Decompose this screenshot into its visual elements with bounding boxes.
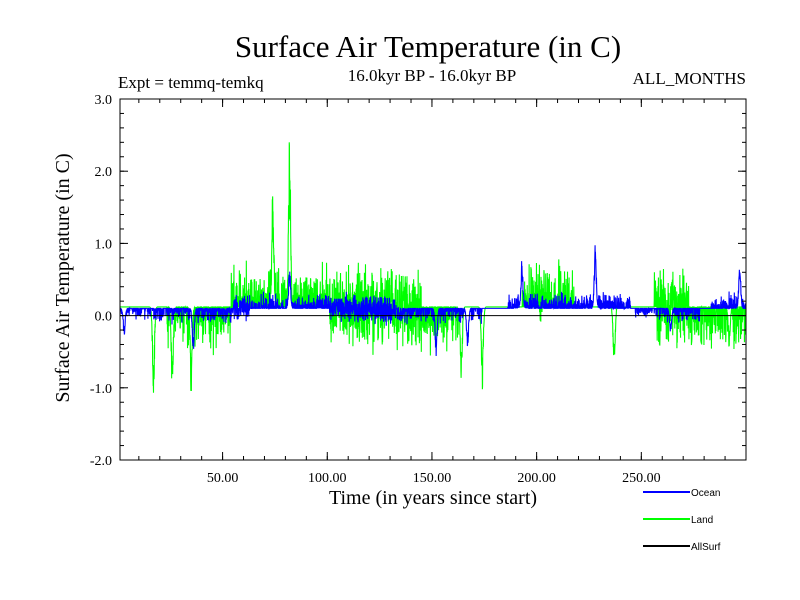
- subtitle-left: Expt = temmq-temkq: [118, 73, 264, 92]
- y-tick-label: 3.0: [95, 93, 113, 108]
- x-tick-label: 150.00: [413, 471, 452, 486]
- series-line-land: [120, 142, 746, 393]
- legend: Ocean Land AllSurf: [643, 488, 721, 553]
- legend-label-ocean: Ocean: [691, 488, 720, 499]
- x-ticks: 50.00 100.00 150.00 200.00 250.00: [138, 99, 726, 486]
- y-axis-label: Surface Air Temperature (in C): [52, 153, 74, 402]
- y-tick-label: 1.0: [95, 237, 113, 252]
- plot-series: [120, 142, 746, 393]
- x-tick-label: 250.00: [622, 471, 661, 486]
- x-axis-label: Time (in years since start): [329, 487, 537, 509]
- x-tick-label: 200.00: [517, 471, 556, 486]
- plot-frame: [119, 98, 747, 461]
- chart-title: Surface Air Temperature (in C): [235, 29, 621, 64]
- y-tick-label: -2.0: [90, 454, 112, 469]
- subtitle-center: 16.0kyr BP - 16.0kyr BP: [348, 66, 516, 85]
- x-tick-label: 100.00: [308, 471, 347, 486]
- y-tick-label: -1.0: [90, 382, 112, 397]
- x-tick-label: 50.00: [207, 471, 239, 486]
- y-ticks: -2.0 -1.0 0.0 1.0 2.0 3.0: [90, 93, 746, 469]
- subtitle-right: ALL_MONTHS: [633, 69, 746, 88]
- axes: [119, 98, 747, 461]
- y-tick-label: 0.0: [95, 310, 113, 325]
- legend-label-allsurf: AllSurf: [691, 542, 721, 553]
- legend-label-land: Land: [691, 515, 713, 526]
- y-tick-label: 2.0: [95, 165, 113, 180]
